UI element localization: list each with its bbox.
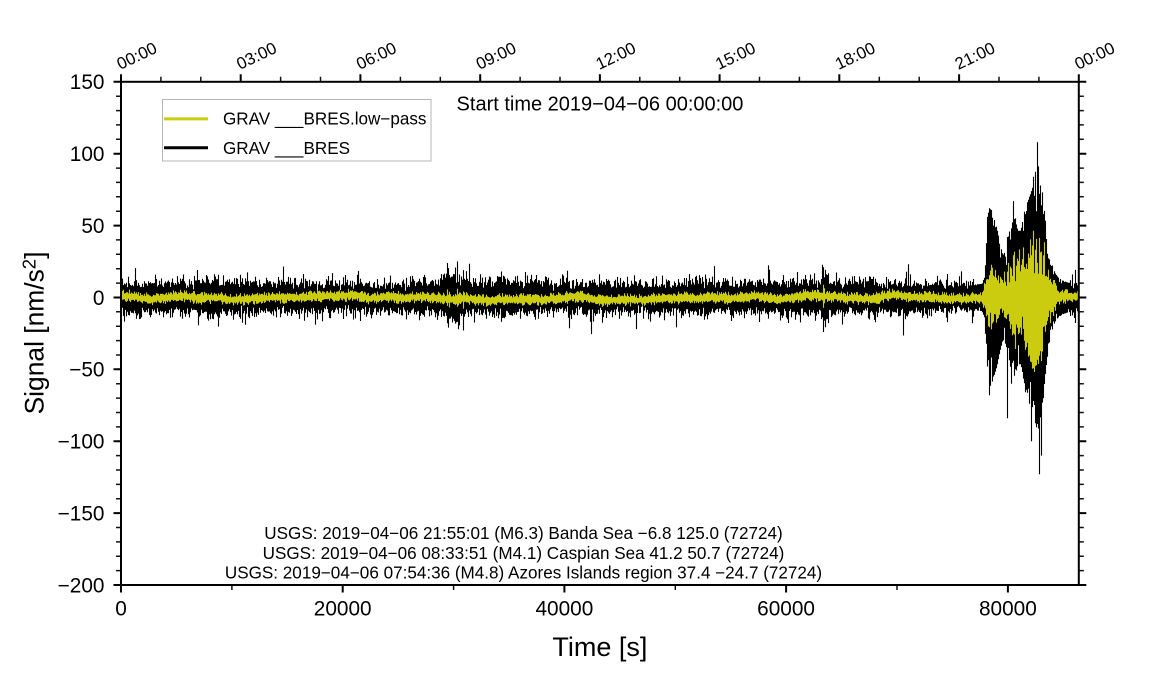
svg-text:80000: 80000 xyxy=(979,598,1037,621)
svg-text:20000: 20000 xyxy=(314,598,372,621)
svg-text:Time [s]: Time [s] xyxy=(552,632,647,662)
svg-text:USGS: 2019−04−06 07:54:36 (M4.: USGS: 2019−04−06 07:54:36 (M4.8) Azores … xyxy=(225,564,822,583)
svg-text:Start time 2019−04−06 00:00:00: Start time 2019−04−06 00:00:00 xyxy=(457,94,744,116)
svg-text:USGS: 2019−04−06 08:33:51 (M4.: USGS: 2019−04−06 08:33:51 (M4.1) Caspian… xyxy=(263,544,785,563)
svg-text:−50: −50 xyxy=(69,359,104,382)
svg-text:50: 50 xyxy=(81,215,104,238)
svg-text:150: 150 xyxy=(70,71,105,94)
svg-text:−100: −100 xyxy=(58,431,105,454)
svg-text:USGS: 2019−04−06 21:55:01 (M6.: USGS: 2019−04−06 21:55:01 (M6.3) Banda S… xyxy=(264,524,782,543)
svg-text:0: 0 xyxy=(115,598,127,621)
svg-text:−150: −150 xyxy=(58,502,105,525)
svg-text:Signal [nm/s2]: Signal [nm/s2] xyxy=(19,252,50,415)
svg-text:0: 0 xyxy=(93,287,105,310)
svg-text:60000: 60000 xyxy=(757,598,815,621)
svg-text:100: 100 xyxy=(70,143,105,166)
svg-text:−200: −200 xyxy=(58,574,105,597)
svg-text:GRAV ___BRES: GRAV ___BRES xyxy=(223,139,350,158)
svg-text:GRAV ___BRES.low−pass: GRAV ___BRES.low−pass xyxy=(223,109,426,128)
svg-text:40000: 40000 xyxy=(535,598,593,621)
